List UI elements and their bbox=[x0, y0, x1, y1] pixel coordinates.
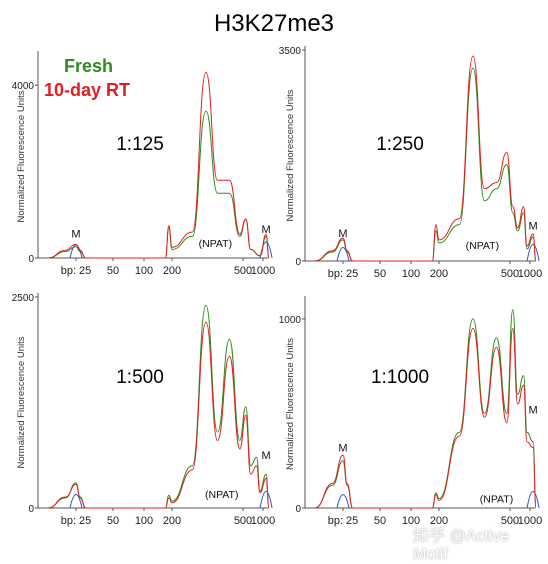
panel-3-x-tick-label: 50 bbox=[107, 515, 119, 527]
panel-1-y-tick-label: 4000 bbox=[12, 81, 35, 92]
panel-2-x-tick-label: 200 bbox=[430, 268, 448, 280]
panel-4-trace-10-day-rt bbox=[314, 327, 537, 509]
panel-2-x-tick-label: 50 bbox=[374, 268, 386, 280]
panel-2-y-axis-title: Normalized Fluorescence Units bbox=[285, 89, 296, 221]
panel-4-x-tick-label: 1000 bbox=[518, 515, 542, 527]
panel-1-x-tick-label: 1000 bbox=[251, 265, 275, 277]
panel-4-x-tick-label: 500 bbox=[501, 515, 519, 527]
panel-2-marker-peak bbox=[526, 243, 540, 262]
panel-3-marker-peak bbox=[69, 494, 83, 509]
panel-3-trace-fresh bbox=[47, 304, 270, 509]
panel-1-marker-label: M bbox=[261, 224, 270, 236]
panel-1-x-tick-label: 50 bbox=[107, 265, 119, 277]
panel-3-x-tick-label: 100 bbox=[135, 515, 153, 527]
legend-fresh: Fresh bbox=[64, 56, 114, 76]
main-title: H3K27me3 bbox=[213, 10, 335, 37]
panel-2-x-tick-label: 500 bbox=[501, 268, 519, 280]
panel-3-y-tick-label: 0 bbox=[28, 504, 34, 515]
panel-4-y-tick-label: 1000 bbox=[279, 315, 302, 326]
panel-4-npat-label: (NPAT) bbox=[480, 493, 513, 505]
panel-3-trace-10-day-rt bbox=[47, 321, 270, 509]
panel-2-dilution-label: 1:250 bbox=[376, 134, 424, 155]
panel-4-trace-fresh bbox=[314, 308, 537, 509]
panel-2-marker-label: M bbox=[338, 228, 347, 240]
panel-1-marker-label: M bbox=[71, 228, 80, 240]
panel-2-y-tick-label: 3500 bbox=[279, 46, 302, 57]
panel-1-y-axis-title: Normalized Fluorescence Units bbox=[16, 90, 27, 222]
panel-4-x-tick-label: 200 bbox=[430, 515, 448, 527]
panel-3-x-tick-label: bp: 25 bbox=[61, 515, 92, 527]
panel-1-x-tick-label: 200 bbox=[163, 265, 181, 277]
legend-rt: 10-day RT bbox=[44, 80, 131, 100]
panel-4-marker-peak bbox=[526, 491, 540, 509]
panel-1-dilution-label: 1:125 bbox=[116, 134, 164, 155]
panel-3-npat-label: (NPAT) bbox=[205, 489, 238, 501]
panel-2-marker-label: M bbox=[528, 221, 537, 233]
panel-4-y-tick-label: 0 bbox=[295, 504, 301, 515]
panel-3-marker-label: M bbox=[261, 450, 270, 462]
panel-2-trace-10-day-rt bbox=[314, 55, 537, 262]
panel-4-dilution-label: 1:1000 bbox=[371, 367, 429, 388]
panel-3-dilution-label: 1:500 bbox=[116, 367, 164, 388]
panel-4-x-tick-label: bp: 25 bbox=[328, 515, 359, 527]
panel-1-npat-label: (NPAT) bbox=[199, 238, 232, 250]
panel-4-x-tick-label: 50 bbox=[374, 515, 386, 527]
panel-3-x-tick-label: 1000 bbox=[251, 515, 275, 527]
panel-2-x-tick-label: bp: 25 bbox=[328, 268, 359, 280]
panel-4-marker-label: M bbox=[528, 404, 537, 416]
panel-4-marker-peak bbox=[336, 494, 350, 509]
panel-3-x-tick-label: 200 bbox=[163, 515, 181, 527]
panel-1-x-tick-label: 100 bbox=[135, 265, 153, 277]
panel-4-marker-label: M bbox=[338, 442, 347, 454]
panel-2-marker-peak bbox=[336, 247, 350, 262]
panel-1-trace-10-day-rt bbox=[47, 71, 270, 259]
panel-4-x-tick-label: 100 bbox=[402, 515, 420, 527]
panel-3-x-tick-label: 500 bbox=[234, 515, 252, 527]
panel-1-y-tick-label: 0 bbox=[28, 254, 34, 265]
panel-3-y-axis-title: Normalized Fluorescence Units bbox=[16, 336, 27, 468]
panel-1-marker-peak bbox=[69, 244, 83, 259]
panel-2-x-tick-label: 100 bbox=[402, 268, 420, 280]
panel-2-trace-fresh bbox=[314, 67, 537, 262]
panel-2-x-tick-label: 1000 bbox=[518, 268, 542, 280]
panel-1-x-tick-label: bp: 25 bbox=[61, 265, 92, 277]
panel-2-npat-label: (NPAT) bbox=[466, 240, 499, 252]
watermark: 知乎 @Active Motif bbox=[413, 528, 510, 563]
panel-4-y-axis-title: Normalized Fluorescence Units bbox=[285, 338, 296, 470]
panel-3-y-tick-label: 2500 bbox=[12, 293, 35, 304]
panel-2-y-tick-label: 0 bbox=[295, 257, 301, 268]
panel-1-x-tick-label: 500 bbox=[234, 265, 252, 277]
panel-3-marker-peak bbox=[259, 490, 273, 509]
